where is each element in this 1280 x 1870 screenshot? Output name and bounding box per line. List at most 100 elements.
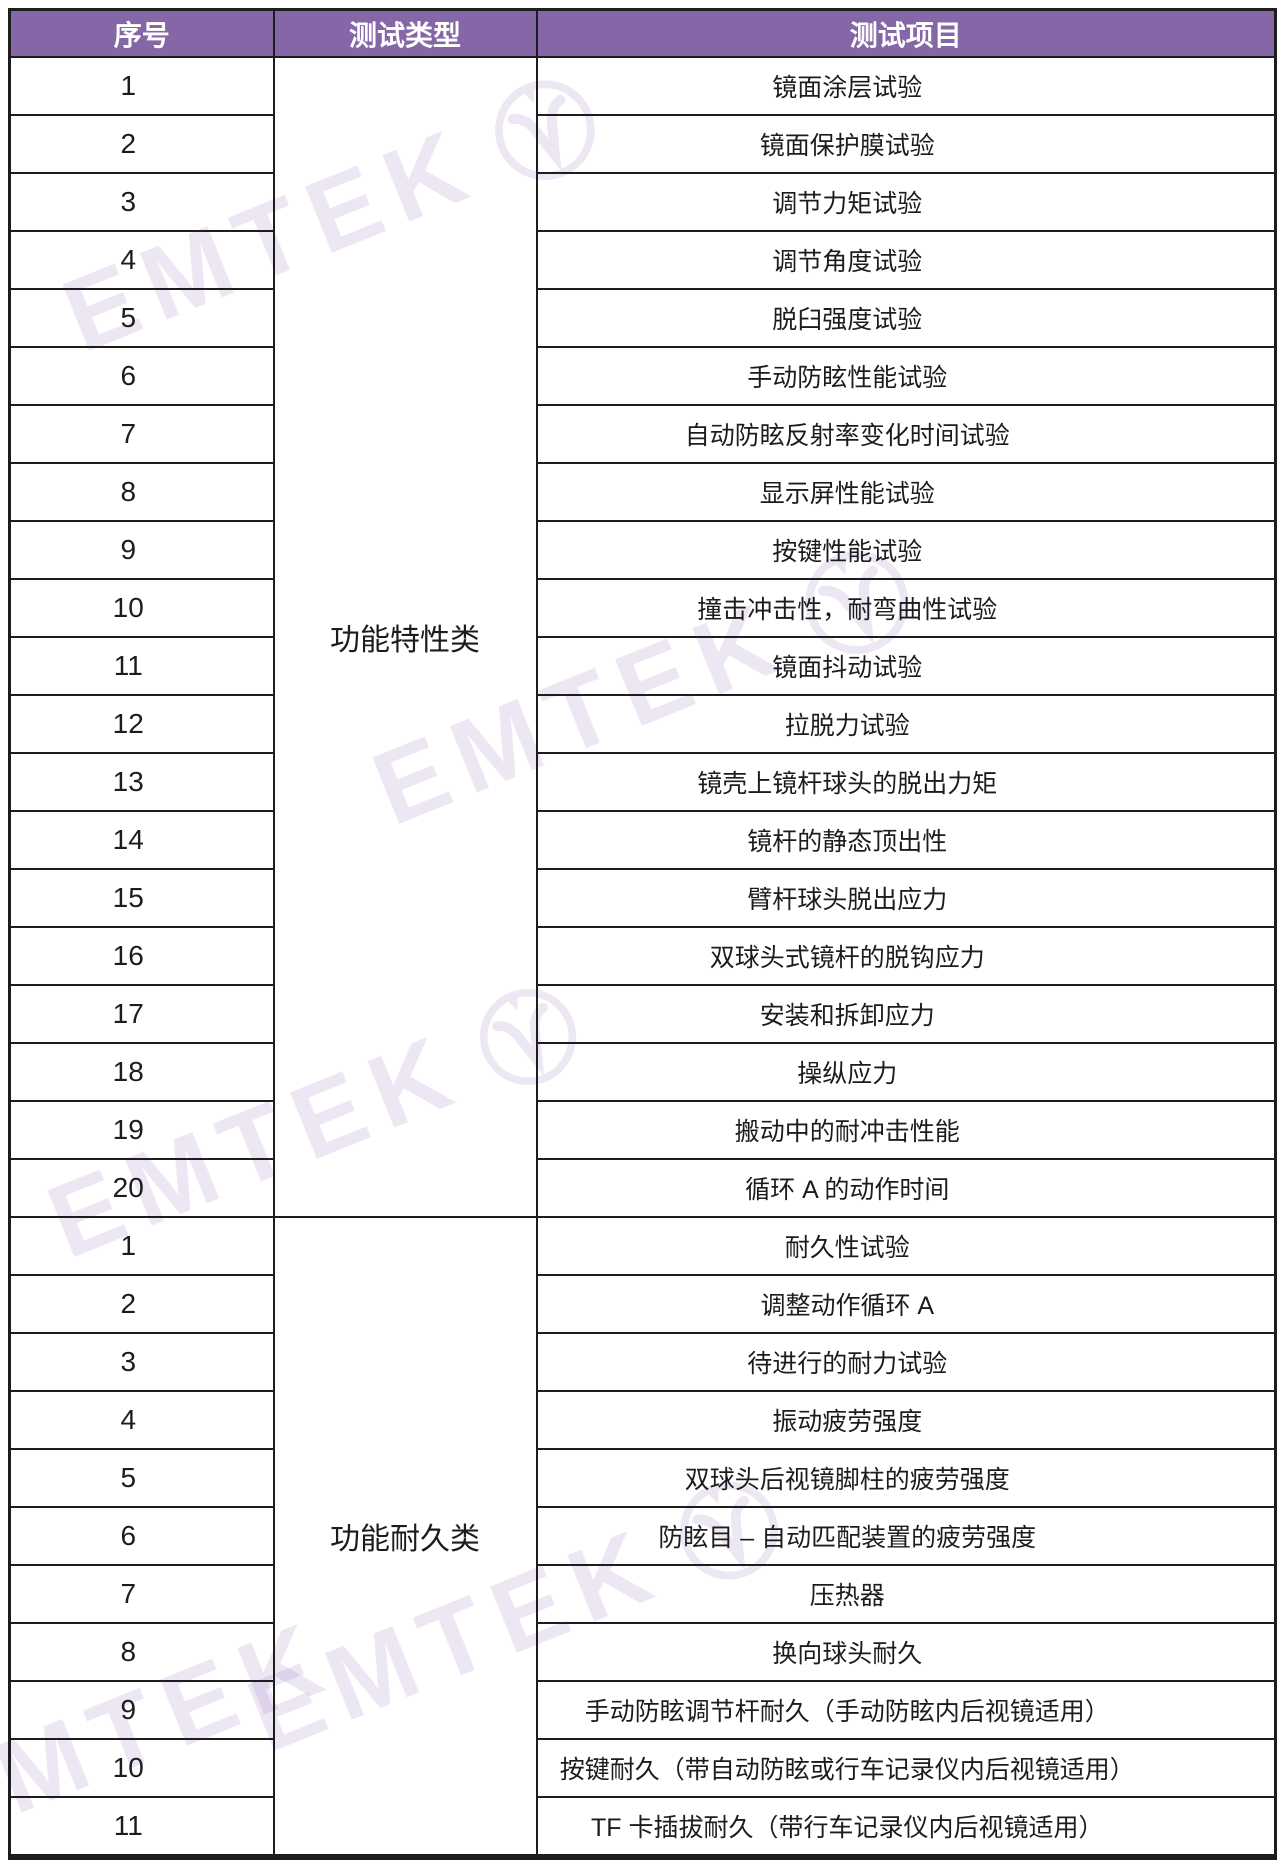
row-number-cell: 1 (8, 56, 275, 116)
row-number-cell: 10 (8, 578, 275, 638)
table-row: 13 镜壳上镜杆球头的脱出力矩 (8, 752, 1277, 812)
table-row: 17 安装和拆卸应力 (8, 984, 1277, 1044)
table-row: 14 镜杆的静态顶出性 (8, 810, 1277, 870)
row-number-cell: 11 (8, 636, 275, 696)
row-number-cell: 8 (8, 462, 275, 522)
row-number-cell: 9 (8, 520, 275, 580)
test-item-cell: 自动防眩反射率变化时间试验 (535, 404, 1277, 464)
test-item-cell: 操纵应力 (535, 1042, 1277, 1102)
test-item-cell: 镜壳上镜杆球头的脱出力矩 (535, 752, 1277, 812)
table-row: 16 双球头式镜杆的脱钩应力 (8, 926, 1277, 986)
row-number-cell: 14 (8, 810, 275, 870)
row-number-cell: 3 (8, 1332, 275, 1392)
row-number-cell: 12 (8, 694, 275, 754)
row-number-cell: 7 (8, 1564, 275, 1624)
table-row: 11 TF 卡插拔耐久（带行车记录仪内后视镜适用） (8, 1796, 1277, 1858)
row-number-cell: 6 (8, 346, 275, 406)
test-item-cell: 安装和拆卸应力 (535, 984, 1277, 1044)
table-row: 10 按键耐久（带自动防眩或行车记录仪内后视镜适用） (8, 1738, 1277, 1798)
test-item-cell: 镜杆的静态顶出性 (535, 810, 1277, 870)
row-number-cell: 11 (8, 1796, 275, 1858)
table-row: 18 操纵应力 (8, 1042, 1277, 1102)
row-number-cell: 17 (8, 984, 275, 1044)
page: { "table": { "headers": ["序号", "测试类型", "… (0, 8, 1277, 1868)
row-number-cell: 19 (8, 1100, 275, 1160)
table-row: 1 功能特性类 镜面涂层试验 (8, 56, 1277, 1218)
test-item-cell: 拉脱力试验 (535, 694, 1277, 754)
test-item-cell: 镜面保护膜试验 (535, 114, 1277, 174)
table-row: 9 手动防眩调节杆耐久（手动防眩内后视镜适用） (8, 1680, 1277, 1740)
test-item-cell: 防眩目 – 自动匹配装置的疲劳强度 (535, 1506, 1277, 1566)
table-row: 6 防眩目 – 自动匹配装置的疲劳强度 (8, 1506, 1277, 1566)
table-row: 8 换向球头耐久 (8, 1622, 1277, 1682)
table-row: 20 循环 A 的动作时间 (8, 1158, 1277, 1218)
test-item-cell: 换向球头耐久 (535, 1622, 1277, 1682)
row-number-cell: 1 (8, 1216, 275, 1276)
table-row: 1 功能耐久类 耐久性试验 (8, 1216, 1277, 1858)
row-number-cell: 16 (8, 926, 275, 986)
row-number-cell: 2 (8, 114, 275, 174)
table-row: 5 双球头后视镜脚柱的疲劳强度 (8, 1448, 1277, 1508)
row-number-cell: 8 (8, 1622, 275, 1682)
test-item-cell: 双球头式镜杆的脱钩应力 (535, 926, 1277, 986)
row-number-cell: 9 (8, 1680, 275, 1740)
test-type-cell: 功能特性类 (272, 56, 538, 1218)
test-item-cell: 手动防眩性能试验 (535, 346, 1277, 406)
test-item-cell: 调节力矩试验 (535, 172, 1277, 232)
table-row: 6 手动防眩性能试验 (8, 346, 1277, 406)
table-row: 19 搬动中的耐冲击性能 (8, 1100, 1277, 1160)
row-number-cell: 5 (8, 288, 275, 348)
table-row: 2 调整动作循环 A (8, 1274, 1277, 1334)
table-row: 12 拉脱力试验 (8, 694, 1277, 754)
table-row: 15 臂杆球头脱出应力 (8, 868, 1277, 928)
table-row: 3 待进行的耐力试验 (8, 1332, 1277, 1392)
test-item-cell: 撞击冲击性，耐弯曲性试验 (535, 578, 1277, 638)
table-row: 4 调节角度试验 (8, 230, 1277, 290)
test-item-cell: 手动防眩调节杆耐久（手动防眩内后视镜适用） (535, 1680, 1277, 1740)
row-number-cell: 20 (8, 1158, 275, 1218)
row-number-cell: 7 (8, 404, 275, 464)
test-item-cell: 镜面涂层试验 (535, 56, 1277, 116)
test-item-cell: 循环 A 的动作时间 (535, 1158, 1277, 1218)
test-item-cell: 脱臼强度试验 (535, 288, 1277, 348)
table-row: 3 调节力矩试验 (8, 172, 1277, 232)
table-row: 8 显示屏性能试验 (8, 462, 1277, 522)
table-row: 7 自动防眩反射率变化时间试验 (8, 404, 1277, 464)
test-item-cell: 按键性能试验 (535, 520, 1277, 580)
test-item-cell: 搬动中的耐冲击性能 (535, 1100, 1277, 1160)
table-row: 4 振动疲劳强度 (8, 1390, 1277, 1450)
row-number-cell: 4 (8, 230, 275, 290)
row-number-cell: 5 (8, 1448, 275, 1508)
table-row: 9 按键性能试验 (8, 520, 1277, 580)
test-item-cell: 调节角度试验 (535, 230, 1277, 290)
header-test-type: 测试类型 (272, 8, 538, 58)
row-number-cell: 3 (8, 172, 275, 232)
header-test-item: 测试项目 (535, 8, 1277, 58)
table-row: 10 撞击冲击性，耐弯曲性试验 (8, 578, 1277, 638)
test-item-cell: TF 卡插拔耐久（带行车记录仪内后视镜适用） (535, 1796, 1277, 1858)
test-item-cell: 压热器 (535, 1564, 1277, 1624)
test-items-table: 序号 测试类型 测试项目 1 功能特性类 镜面涂层试验 2 镜面保护膜试验 3 调节力矩试验… (8, 8, 1277, 1860)
header-row: 序号 测试类型 测试项目 (8, 8, 1277, 58)
table-row: 11 镜面抖动试验 (8, 636, 1277, 696)
test-item-cell: 调整动作循环 A (535, 1274, 1277, 1334)
header-serial-number: 序号 (8, 8, 275, 58)
test-item-cell: 待进行的耐力试验 (535, 1332, 1277, 1392)
test-item-cell: 镜面抖动试验 (535, 636, 1277, 696)
table-body: 1 功能特性类 镜面涂层试验 2 镜面保护膜试验 3 调节力矩试验 4 调节角度试验 5 脱臼强度试… (8, 56, 1277, 1858)
test-item-cell: 臂杆球头脱出应力 (535, 868, 1277, 928)
table-row: 5 脱臼强度试验 (8, 288, 1277, 348)
test-item-cell: 按键耐久（带自动防眩或行车记录仪内后视镜适用） (535, 1738, 1277, 1798)
test-type-cell: 功能耐久类 (272, 1216, 538, 1858)
test-item-cell: 耐久性试验 (535, 1216, 1277, 1276)
table-row: 7 压热器 (8, 1564, 1277, 1624)
row-number-cell: 2 (8, 1274, 275, 1334)
row-number-cell: 6 (8, 1506, 275, 1566)
test-item-cell: 显示屏性能试验 (535, 462, 1277, 522)
test-item-cell: 双球头后视镜脚柱的疲劳强度 (535, 1448, 1277, 1508)
row-number-cell: 10 (8, 1738, 275, 1798)
row-number-cell: 4 (8, 1390, 275, 1450)
row-number-cell: 18 (8, 1042, 275, 1102)
test-item-cell: 振动疲劳强度 (535, 1390, 1277, 1450)
row-number-cell: 13 (8, 752, 275, 812)
